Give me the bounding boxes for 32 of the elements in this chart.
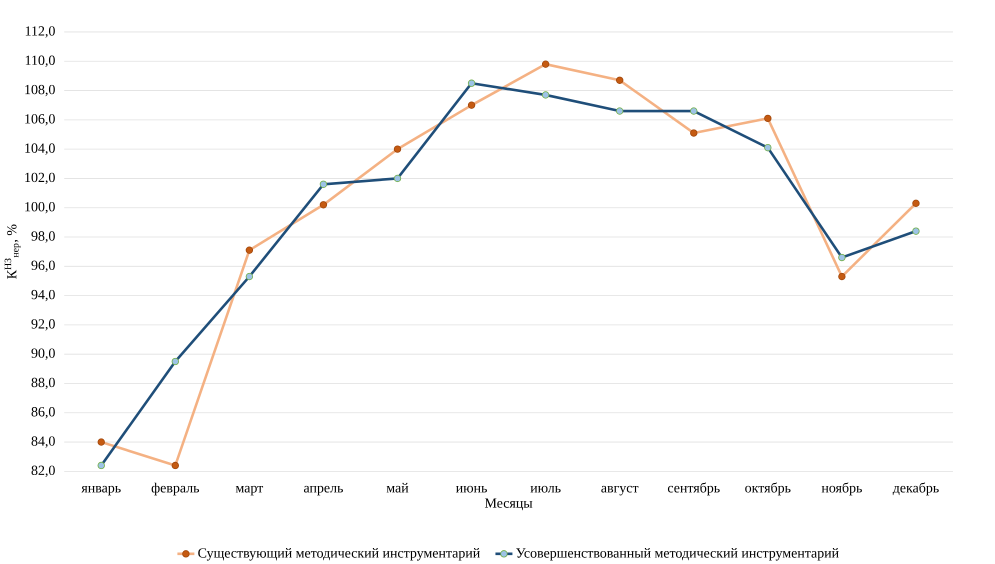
x-tick-label: ноябрь — [822, 482, 862, 496]
legend-label: Усовершенствованный методический инструментарий — [516, 548, 839, 561]
y-tick-label: 100,0 — [25, 202, 55, 214]
y-tick-label: 86,0 — [32, 407, 55, 419]
y-tick-label: 96,0 — [31, 260, 55, 272]
x-tick-label: март — [236, 486, 264, 496]
y-tick-label: 106,0 — [25, 114, 55, 126]
y-axis-title: К$^{НЗ}$$_{нер}$, % — [4, 224, 21, 280]
y-tick-label: 110,0 — [26, 56, 55, 68]
y-tick-label: 102,0 — [25, 172, 55, 184]
y-tick-label: 92,0 — [31, 319, 55, 331]
x-tick-label: декабрь — [892, 482, 939, 496]
y-tick-label: 84,0 — [32, 436, 55, 448]
x-tick-label: июнь — [456, 486, 487, 493]
y-tick-label: 112,0 — [26, 26, 55, 38]
x-tick-label: январь — [81, 486, 121, 496]
legend-label: Существующий методический инструментарий — [198, 548, 480, 561]
x-tick-label: февраль — [152, 482, 200, 496]
y-tick-label: 94,0 — [31, 290, 55, 302]
y-tick-label: 98,0 — [31, 231, 55, 243]
x-axis-title: Месяцы — [484, 498, 532, 510]
y-tick-label: 82,0 — [32, 466, 55, 478]
x-tick-label: июль — [530, 486, 561, 493]
y-tick-label: 90,0 — [31, 348, 55, 360]
x-tick-label: сентябрь — [668, 482, 720, 496]
y-tick-label: 88,0 — [32, 378, 55, 390]
x-tick-label: октябрь — [745, 482, 791, 496]
x-tick-label: май — [386, 483, 408, 493]
y-tick-label: 104,0 — [25, 144, 55, 156]
y-tick-label: 108,0 — [25, 85, 55, 96]
x-tick-label: апрель — [304, 486, 343, 496]
x-tick-label: август — [601, 486, 638, 496]
